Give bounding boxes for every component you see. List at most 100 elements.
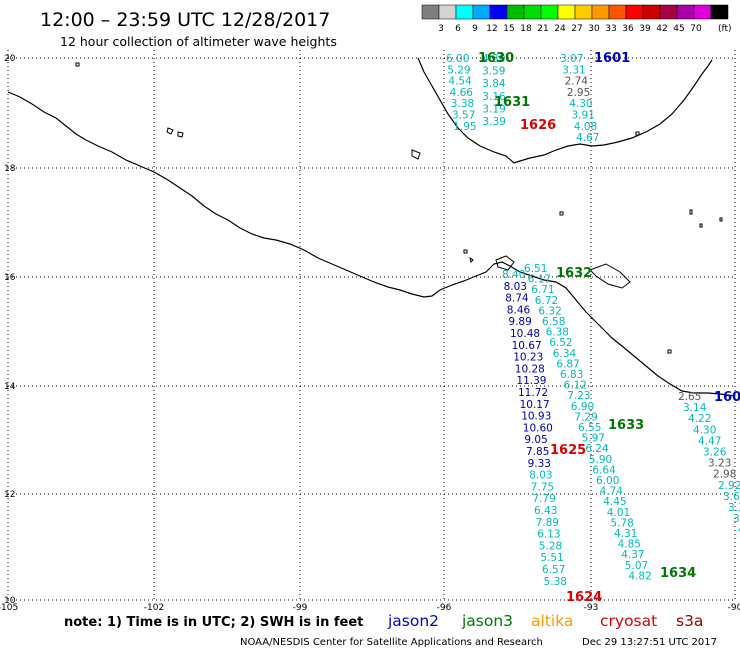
color-scale-label: 24 [554,24,566,34]
wave-height-value: 10.23 [513,352,543,364]
wave-height-value: 3.14 [683,402,707,414]
wave-height-value: 3.59 [482,66,505,78]
wave-height-value: 10.93 [521,411,551,423]
color-scale-swatch [438,4,457,20]
wave-height-value: 4.45 [603,496,626,508]
map-title: 12:00 – 23:59 UTC 12/28/2017 [40,9,330,31]
wave-height-value: 4.30 [569,98,592,110]
footer-note: note: 1) Time is in UTC; 2) SWH is in fe… [64,615,363,630]
wave-height-value: 6.12 [564,380,587,392]
color-scale-swatch [455,4,474,20]
wave-height-value: 9.89 [508,316,531,328]
longitude-labels: -105 -102 -99 -96 -93 -90 [0,603,740,613]
wave-height-value: 3.57 [452,110,475,122]
wave-height-value: 8.74 [505,293,529,305]
satellite-legend: jason2 jason3 altika cryosat s3a [387,612,703,630]
altimeter-track: 8.408.038.748.469.8910.4810.6710.2310.28… [502,269,567,588]
wave-height-value: 6.24 [585,443,609,455]
wave-height-value: 3.07 [560,53,583,65]
altimeter-tracks: 6.005.294.544.663.383.571.954.303.593.84… [446,53,740,588]
color-scale-label: 6 [455,24,461,34]
pass-number-label: 1632 [556,266,592,281]
wave-height-value: 4.30 [482,53,505,65]
wave-height-value: 5.28 [539,540,562,552]
pass-number-label: 160 [714,390,740,405]
wave-height-value: 6.00 [596,475,619,487]
color-scale-label: 33 [605,24,616,34]
altimeter-track: 6.516.176.716.726.326.586.386.526.346.87… [524,263,652,582]
wave-height-value: 3.34 [728,502,740,514]
wave-height-value: 2.65 [678,391,701,403]
wave-height-value: 3.65 [723,491,740,503]
color-scale-swatch [557,4,576,20]
color-scale-label: 12 [486,24,497,34]
wave-height-value: 6.83 [560,369,583,381]
color-scale-label: 15 [503,24,514,34]
color-scale-swatch [642,4,661,20]
wave-height-value: 6.00 [446,53,469,65]
wave-height-value: 3.31 [562,64,585,76]
color-scale-unit: (ft) [718,24,732,34]
wave-height-value: 6.64 [592,464,616,476]
wave-height-value: 3.39 [483,116,506,128]
wave-height-value: 5.90 [589,454,612,466]
pass-number-label: 1633 [608,418,644,433]
color-scale-swatch [676,4,695,20]
coastline-gulf [417,57,713,164]
color-scale-swatch [693,4,712,20]
footer-timestamp: Dec 29 13:27:51 UTC 2017 [582,637,717,648]
wave-height-value: 4.54 [448,76,472,88]
wave-height-value: 7.75 [531,481,554,493]
color-scale-label: 21 [537,24,548,34]
latitude-labels: 20 18 16 14 12 10 [4,54,16,606]
wave-height-value: 6.38 [546,327,569,339]
wave-height-value: 4.1 [738,524,740,536]
wave-height-value: 2.98 [713,469,736,481]
islands [75,62,723,354]
longitude-label: -105 [0,603,18,613]
wave-height-value: 6.52 [549,337,572,349]
legend-jason3: jason3 [461,612,513,630]
wave-height-value: 3.19 [482,103,505,115]
color-scale-swatch [574,4,593,20]
wave-height-value: 3.16 [482,91,506,103]
wave-height-value: 11.72 [518,387,548,399]
wave-height-value: 5.38 [544,576,567,588]
longitude-label: -93 [584,603,599,613]
wave-height-value: 2.74 [565,76,589,88]
wave-height-value: 7.79 [532,493,555,505]
wave-height-value: 6.32 [538,305,561,317]
wave-height-value: 4.31 [614,528,637,540]
wave-height-value: 6.51 [524,263,547,275]
color-scale-swatch [472,4,491,20]
wave-height-value: 7.85 [526,446,549,458]
color-scale-swatch [421,4,440,20]
wave-height-value: 8.40 [502,269,525,281]
wave-height-value: 8.46 [507,304,531,316]
wave-height-value: 3.23 [708,458,731,470]
color-scale-label: 36 [622,24,634,34]
wave-height-value: 5.78 [610,517,633,529]
altimeter-track: 6.005.294.544.663.383.571.95 [446,53,477,133]
color-scale-label: 39 [639,24,651,34]
wave-height-value: 8.03 [529,470,552,482]
color-scale-swatch [591,4,610,20]
latitude-label: 12 [4,490,15,500]
wave-height-value: 3.91 [572,110,595,122]
color-scale-swatch [540,4,559,20]
color-scale-swatch [659,4,678,20]
longitude-label: -96 [437,603,452,613]
color-scale-label: 45 [673,24,684,34]
longitude-label: -102 [144,603,164,613]
wave-height-value: 4.66 [450,87,474,99]
legend-altika: altika [531,612,573,630]
color-scale-label: 42 [656,24,667,34]
legend-cryosat: cryosat [600,612,657,630]
wave-height-value: 4.85 [618,539,641,551]
color-scale-swatch [506,4,525,20]
footer-credit: NOAA/NESDIS Center for Satellite Applica… [240,637,543,648]
wave-height-value: 9.33 [528,458,551,470]
wave-height-value: 10.67 [512,340,542,352]
color-scale-swatch [608,4,627,20]
wave-height-value: 3.15 [733,513,740,525]
